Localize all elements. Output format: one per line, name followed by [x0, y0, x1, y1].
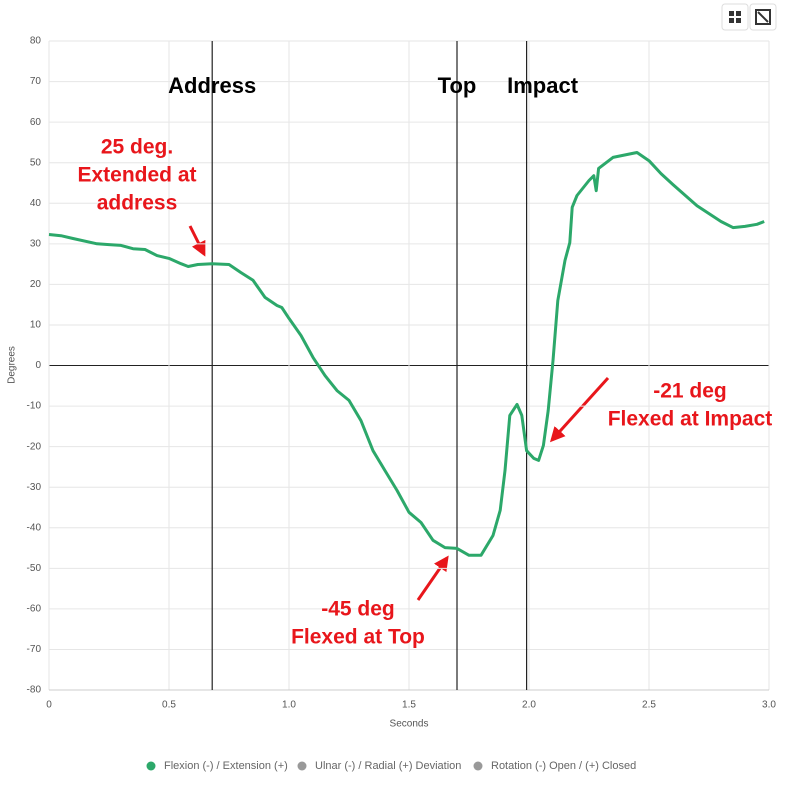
marker-label: Top: [438, 73, 477, 98]
annotation: -21 deg: [653, 380, 727, 403]
y-tick-label: 10: [30, 320, 42, 331]
annotation: 25 deg.: [101, 136, 173, 159]
y-tick-label: -20: [27, 441, 42, 452]
y-tick-label: -40: [27, 522, 42, 533]
annotation-arrow: [188, 225, 206, 257]
legend-swatch[interactable]: [146, 761, 156, 771]
y-tick-label: 50: [30, 157, 42, 168]
layout-button[interactable]: [721, 3, 749, 31]
x-tick-label: 3.0: [762, 700, 776, 711]
marker-label: Address: [168, 73, 256, 98]
y-tick-label: 70: [30, 76, 42, 87]
y-tick-label: 60: [30, 117, 42, 128]
y-tick-label: 40: [30, 198, 42, 209]
legend-entry[interactable]: Ulnar (-) / Radial (+) Deviation: [315, 760, 461, 772]
x-tick-label: 0: [46, 700, 52, 711]
x-tick-label: 0.5: [162, 700, 176, 711]
y-tick-label: -80: [27, 685, 42, 696]
y-tick-label: 0: [35, 360, 41, 371]
y-tick-label: -30: [27, 482, 42, 493]
y-tick-label: 80: [30, 36, 42, 47]
annotation: Flexed at Impact: [608, 408, 773, 431]
data-line: [48, 151, 765, 557]
y-tick-label: 30: [30, 238, 42, 249]
annotation: Flexed at Top: [291, 626, 425, 649]
legend-entry[interactable]: Rotation (-) Open / (+) Closed: [491, 760, 636, 772]
marker-label: Impact: [507, 73, 579, 98]
annotation: address: [97, 192, 178, 215]
annotation: -45 deg: [321, 598, 395, 621]
x-axis-label: Seconds: [390, 719, 429, 730]
legend-swatch[interactable]: [473, 761, 483, 771]
y-tick-label: -70: [27, 644, 42, 655]
x-tick-label: 2.5: [642, 700, 656, 711]
annotation: Extended at: [77, 164, 196, 187]
x-tick-label: 1.5: [402, 700, 416, 711]
y-tick-label: -60: [27, 604, 42, 615]
toolbar: [721, 3, 777, 31]
y-tick-label: 20: [30, 279, 42, 290]
x-tick-label: 1.0: [282, 700, 296, 711]
x-tick-label: 2.0: [522, 700, 536, 711]
y-tick-label: -10: [27, 401, 42, 412]
annotation-arrow: [549, 376, 610, 443]
y-axis-label: Degrees: [7, 346, 18, 384]
annotation-arrow: [416, 555, 449, 601]
legend-entry[interactable]: Flexion (-) / Extension (+): [164, 760, 288, 772]
y-tick-label: -50: [27, 563, 42, 574]
legend-swatch[interactable]: [297, 761, 307, 771]
